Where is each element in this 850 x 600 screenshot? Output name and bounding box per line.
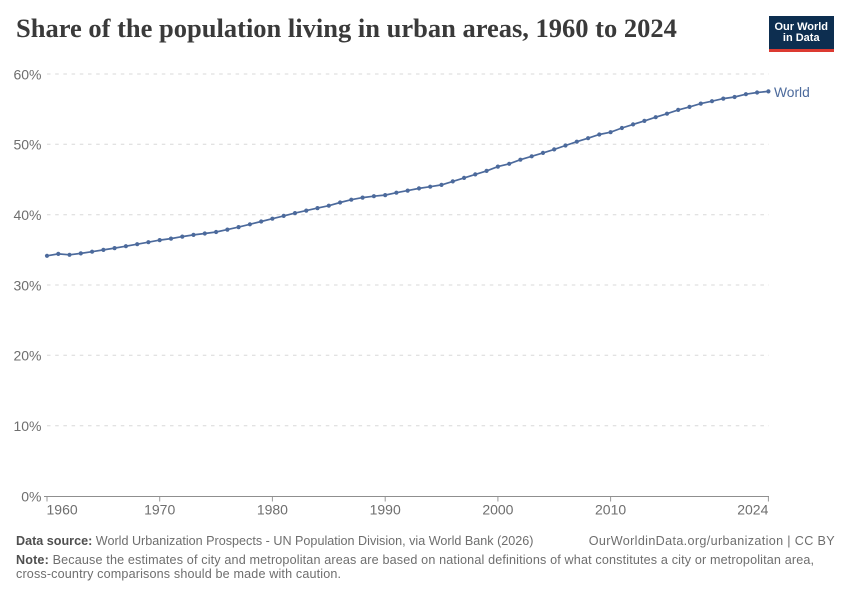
- svg-text:2024: 2024: [737, 502, 768, 518]
- svg-text:1970: 1970: [144, 502, 175, 518]
- svg-text:0%: 0%: [21, 488, 41, 504]
- svg-text:20%: 20%: [13, 348, 41, 364]
- svg-text:2010: 2010: [595, 502, 626, 518]
- svg-text:2000: 2000: [482, 502, 513, 518]
- svg-text:40%: 40%: [13, 207, 41, 223]
- svg-text:World: World: [774, 85, 810, 100]
- svg-text:1990: 1990: [370, 502, 401, 518]
- svg-text:1980: 1980: [257, 502, 288, 518]
- svg-text:10%: 10%: [13, 418, 41, 434]
- svg-text:1960: 1960: [47, 502, 78, 518]
- svg-text:30%: 30%: [13, 277, 41, 293]
- svg-text:50%: 50%: [13, 137, 41, 153]
- svg-text:60%: 60%: [13, 66, 41, 82]
